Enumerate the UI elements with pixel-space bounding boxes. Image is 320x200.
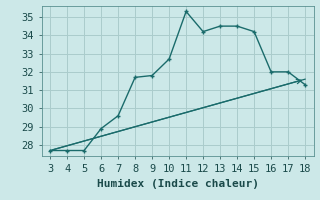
X-axis label: Humidex (Indice chaleur): Humidex (Indice chaleur)	[97, 179, 259, 189]
